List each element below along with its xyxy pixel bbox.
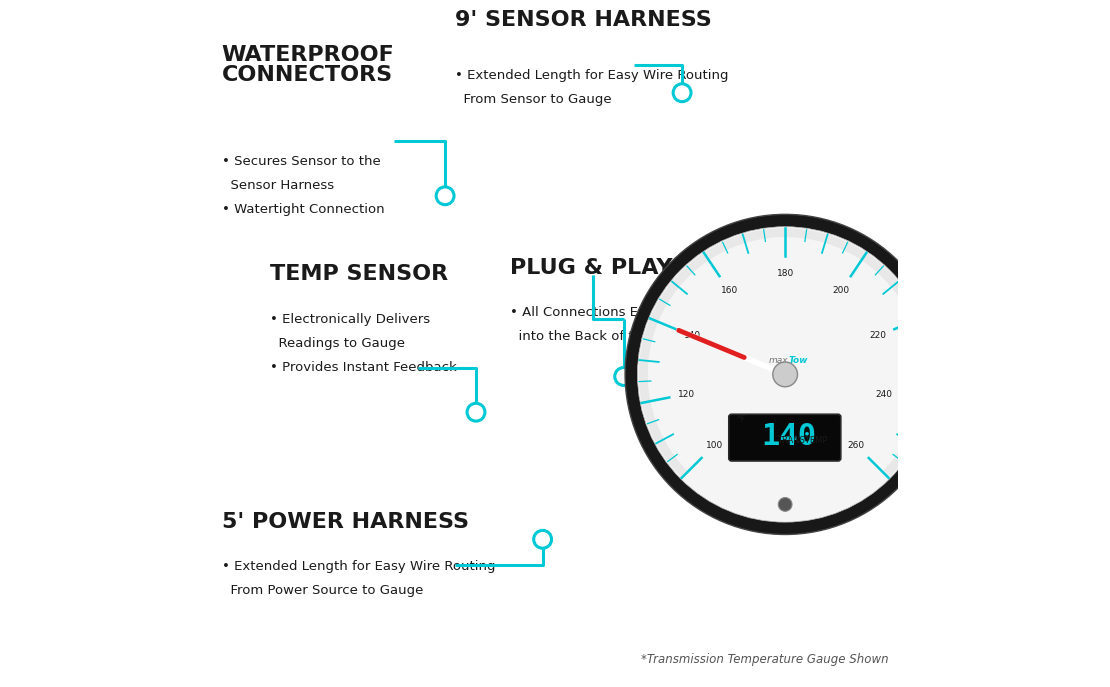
Text: into the Back of the Gauge: into the Back of the Gauge [511,330,698,343]
Text: 200: 200 [832,286,849,295]
Text: From Power Source to Gauge: From Power Source to Gauge [222,584,423,597]
Text: • Secures Sensor to the: • Secures Sensor to the [222,155,381,168]
Text: 140: 140 [684,332,700,341]
Text: • Extended Length for Easy Wire Routing: • Extended Length for Easy Wire Routing [455,69,729,82]
Text: Tow: Tow [788,356,808,365]
Text: TRANSTEMP: TRANSTEMP [777,436,828,445]
Text: 100: 100 [706,441,723,450]
Text: TEMP SENSOR: TEMP SENSOR [270,264,448,284]
Text: 180: 180 [777,269,794,278]
Circle shape [778,497,793,511]
Text: • Watertight Connection: • Watertight Connection [222,203,384,216]
Text: Sensor Harness: Sensor Harness [222,179,334,192]
Text: 260: 260 [848,441,865,450]
Text: max: max [769,356,788,365]
Text: 160: 160 [720,286,738,295]
Text: 220: 220 [869,332,887,341]
Text: *Transmission Temperature Gauge Shown: *Transmission Temperature Gauge Shown [640,653,888,666]
Text: • Electronically Delivers: • Electronically Delivers [270,313,430,326]
Text: 5' POWER HARNESS: 5' POWER HARNESS [222,512,468,532]
Wedge shape [639,228,931,478]
Text: • All Connections Easily Plug: • All Connections Easily Plug [511,306,702,319]
Text: • Extended Length for Easy Wire Routing: • Extended Length for Easy Wire Routing [222,560,495,573]
Circle shape [773,362,797,387]
Text: 240: 240 [875,390,892,398]
Circle shape [637,227,932,522]
Text: WATERPROOF
CONNECTORS: WATERPROOF CONNECTORS [222,45,394,85]
Circle shape [436,187,454,205]
Text: 120: 120 [678,390,695,398]
Circle shape [467,403,485,421]
Circle shape [673,84,692,102]
Text: 9' SENSOR HARNESS: 9' SENSOR HARNESS [455,10,713,30]
Text: PLUG & PLAY: PLUG & PLAY [511,258,673,278]
Text: Readings to Gauge: Readings to Gauge [270,337,405,350]
FancyBboxPatch shape [729,414,840,461]
Text: • Provides Instant Feedback: • Provides Instant Feedback [270,361,456,374]
Circle shape [615,368,633,385]
Text: From Sensor to Gauge: From Sensor to Gauge [455,93,612,106]
Circle shape [625,214,946,534]
Text: 140: 140 [761,423,816,451]
Text: °F: °F [736,414,745,424]
Circle shape [534,530,552,548]
